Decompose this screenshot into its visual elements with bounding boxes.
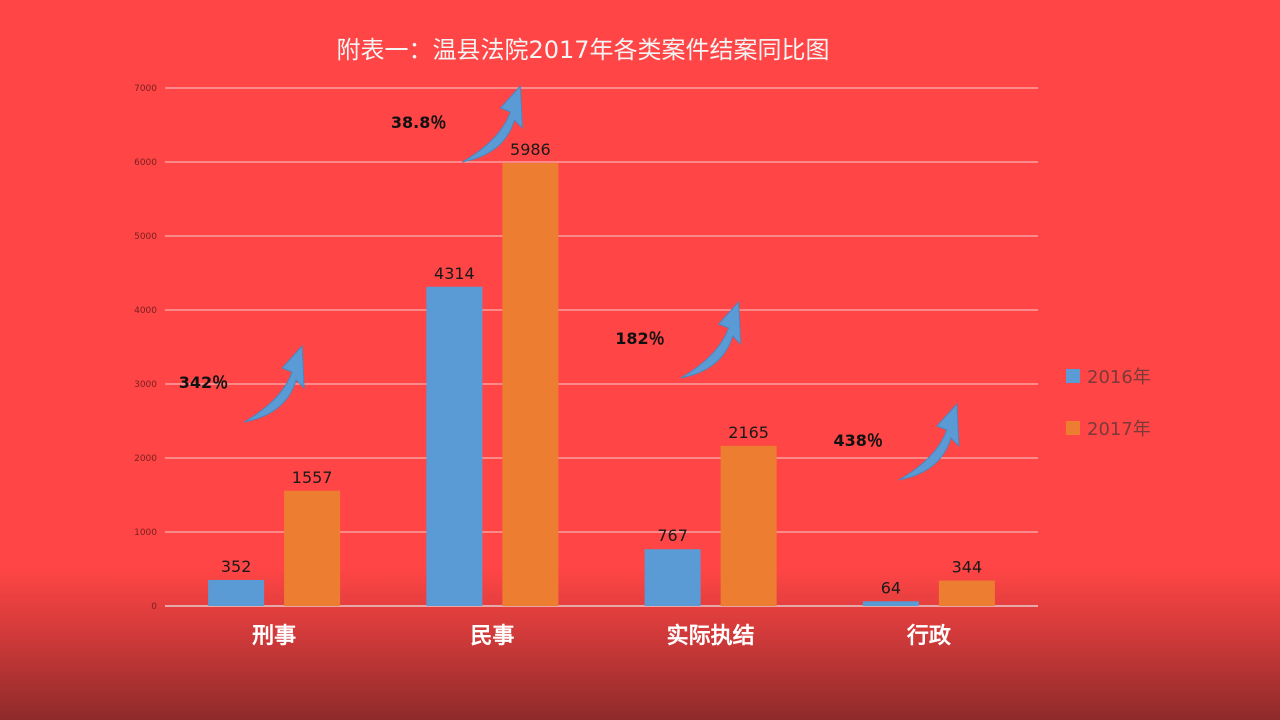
bar-0-0 <box>208 579 265 606</box>
category-label: 行政 <box>906 623 952 649</box>
growth-arrows: 342％ 38.8％ 182％ 438％ <box>179 84 960 481</box>
y-tick-label: 2000 <box>134 454 157 464</box>
data-label: 352 <box>221 557 252 576</box>
bar-1-1 <box>502 163 559 606</box>
category-label: 实际执结 <box>667 623 755 649</box>
y-tick-label: 6000 <box>134 158 157 168</box>
data-label: 767 <box>657 526 688 545</box>
growth-arrow-icon <box>243 344 305 423</box>
data-label: 5986 <box>510 140 551 159</box>
data-label: 344 <box>952 558 983 577</box>
bars <box>208 163 995 606</box>
category-label: 刑事 <box>252 623 296 649</box>
data-label: 64 <box>881 578 901 597</box>
y-tick-label: 1000 <box>134 528 157 538</box>
legend-swatch-0 <box>1066 369 1080 383</box>
y-tick-label: 4000 <box>134 306 157 316</box>
bar-1-3 <box>938 580 995 606</box>
y-tick-label: 3000 <box>134 380 157 390</box>
category-labels: 刑事 民事 实际执结 行政 <box>252 623 952 649</box>
growth-arrow-icon <box>680 300 742 379</box>
legend: 2016年 2017年 <box>1066 367 1151 440</box>
data-label: 2165 <box>728 423 769 442</box>
y-axis-ticks: 0 1000 2000 3000 4000 5000 6000 7000 <box>134 84 157 612</box>
data-label: 4314 <box>434 264 475 283</box>
y-tick-label: 7000 <box>134 84 157 94</box>
legend-label: 2017年 <box>1087 419 1151 440</box>
bar-1-2 <box>720 445 777 606</box>
bar-0-2 <box>644 549 701 606</box>
bar-0-1 <box>426 286 483 606</box>
growth-label: 38.8％ <box>391 113 446 132</box>
growth-label: 342％ <box>179 373 228 392</box>
growth-arrow-icon <box>462 84 523 163</box>
growth-arrow-icon <box>898 402 960 481</box>
chart-title: 附表一：温县法院2017年各类案件结案同比图 <box>336 36 830 64</box>
legend-swatch-1 <box>1066 421 1080 435</box>
bar-1-0 <box>284 490 341 606</box>
bar-0-3 <box>862 601 919 606</box>
legend-label: 2016年 <box>1087 367 1151 388</box>
growth-label: 438％ <box>833 431 882 450</box>
data-label: 1557 <box>292 468 333 487</box>
data-labels: 352 1557 4314 5986 767 2165 64 344 <box>221 140 982 597</box>
category-label: 民事 <box>470 623 514 649</box>
growth-label: 182％ <box>615 329 664 348</box>
y-tick-label: 0 <box>151 602 157 612</box>
y-tick-label: 5000 <box>134 232 157 242</box>
